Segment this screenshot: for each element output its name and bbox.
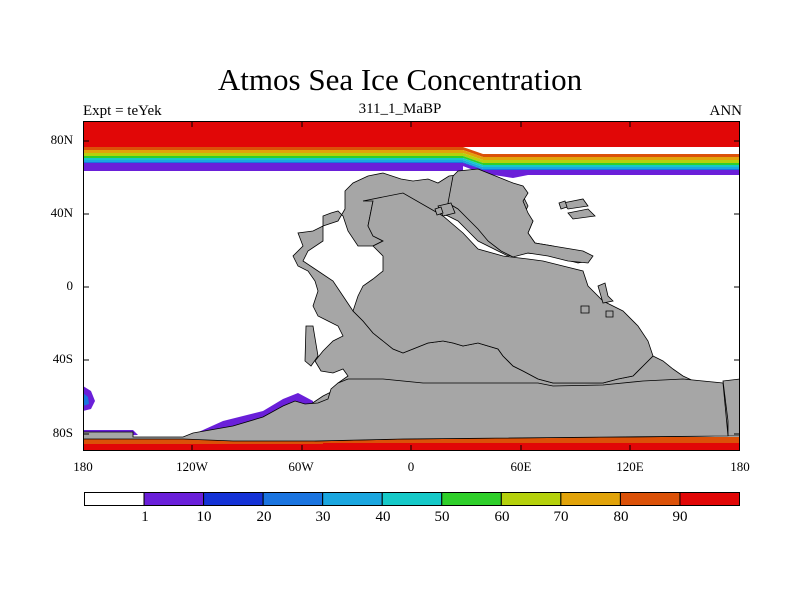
run-label: 311_1_MaBP bbox=[358, 101, 442, 117]
ice-band-1 bbox=[83, 163, 740, 178]
lat-label-40n: 40N bbox=[50, 205, 73, 220]
lon-label-120e: 120E bbox=[616, 459, 644, 474]
colorbar-swatch-0 bbox=[84, 492, 145, 506]
colorbar-swatch-4 bbox=[322, 492, 383, 506]
lon-label-120w: 120W bbox=[176, 459, 208, 474]
land-island-5 bbox=[605, 310, 614, 318]
lat-label-80s: 80S bbox=[52, 425, 73, 440]
ice-band-40 bbox=[83, 158, 740, 167]
land-island-4 bbox=[580, 305, 590, 314]
plot-title: Atmos Sea Ice Concentration bbox=[217, 62, 583, 97]
colorbar-label-70: 70 bbox=[553, 509, 569, 525]
colorbar-label-50: 50 bbox=[434, 509, 450, 525]
map-ticks bbox=[83, 121, 740, 451]
colorbar-label-30: 30 bbox=[315, 509, 331, 525]
colorbar-label-90: 90 bbox=[672, 509, 688, 525]
colorbar-swatch-9 bbox=[619, 492, 681, 506]
lon-label-180e: 180 bbox=[730, 459, 750, 474]
colorbar-swatch-7 bbox=[500, 492, 562, 506]
land-island-3 bbox=[597, 282, 614, 304]
lat-label-eq: 0 bbox=[66, 278, 74, 293]
lat-label-80n: 80N bbox=[50, 132, 73, 147]
land-island-6 bbox=[558, 200, 568, 210]
colorbar-label-80: 80 bbox=[613, 509, 629, 525]
colorbar-swatch-2 bbox=[203, 492, 264, 506]
lon-label-60w: 60W bbox=[288, 459, 314, 474]
colorbar-label-60: 60 bbox=[494, 509, 510, 525]
colorbar bbox=[84, 492, 740, 506]
colorbar-swatch-1 bbox=[143, 492, 205, 506]
land-north bbox=[447, 168, 594, 264]
ice-patch-west-core bbox=[83, 393, 89, 406]
lon-label-60e: 60E bbox=[510, 459, 532, 474]
land-island-7 bbox=[434, 206, 444, 216]
colorbar-swatch-3 bbox=[262, 492, 324, 506]
ice-band-80 bbox=[83, 147, 740, 157]
land-masses bbox=[83, 168, 740, 442]
ice-band-south-80a bbox=[83, 439, 323, 444]
colorbar-label-10: 10 bbox=[196, 509, 212, 525]
colorbar-label-20: 20 bbox=[256, 509, 272, 525]
ice-band-south-80b bbox=[318, 437, 740, 443]
colorbar-label-1: 1 bbox=[141, 509, 149, 525]
arctic-ice-bands bbox=[83, 121, 740, 178]
ice-band-60 bbox=[83, 153, 740, 163]
sea-ice-map bbox=[83, 121, 740, 451]
colorbar-swatch-6 bbox=[441, 492, 502, 506]
lon-label-0: 0 bbox=[407, 459, 415, 474]
colorbar-swatch-8 bbox=[560, 492, 621, 506]
colorbar-swatch-10 bbox=[679, 492, 740, 506]
experiment-label: Expt = teYek bbox=[83, 103, 162, 119]
colorbar-swatch-5 bbox=[381, 492, 443, 506]
season-label: ANN bbox=[709, 103, 743, 119]
land-africa bbox=[352, 192, 654, 384]
lat-label-40s: 40S bbox=[52, 351, 73, 366]
land-antarctica bbox=[83, 378, 729, 442]
lon-label-180w: 180 bbox=[73, 459, 93, 474]
land-south-american-sliver bbox=[304, 325, 319, 367]
land-far-east bbox=[722, 378, 740, 437]
land-island-east bbox=[567, 208, 596, 220]
ice-band-50 bbox=[83, 156, 740, 165]
colorbar-label-40: 40 bbox=[375, 509, 391, 525]
ice-band-30 bbox=[83, 160, 740, 169]
ice-band-70 bbox=[83, 150, 740, 160]
